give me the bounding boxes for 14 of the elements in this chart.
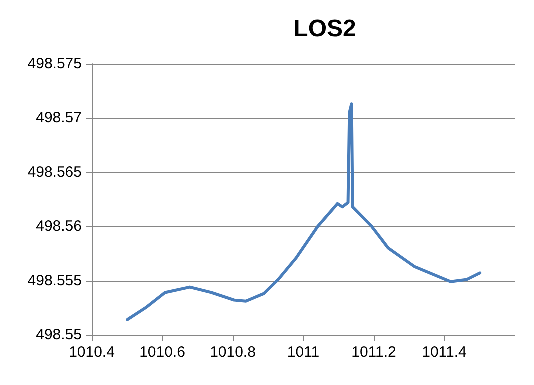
x-tick-label: 1010.6 [140,344,186,361]
y-tick-label: 498.555 [28,272,82,290]
chart-title: LOS2 [294,16,356,42]
y-tick-label: 498.565 [28,164,82,181]
y-tick-label: 498.55 [36,326,82,344]
y-tick-label: 498.56 [36,218,82,236]
x-tick-label: 1011 [287,344,320,361]
x-tick-label: 1010.4 [69,344,115,361]
y-tick-label: 498.57 [36,110,82,127]
line-series [126,102,482,322]
x-tick-label: 1011.2 [352,344,396,361]
y-tick-label: 498.575 [28,56,82,72]
x-tick-label: 1011.4 [422,344,467,361]
x-tick-label: 1010.8 [210,344,256,361]
